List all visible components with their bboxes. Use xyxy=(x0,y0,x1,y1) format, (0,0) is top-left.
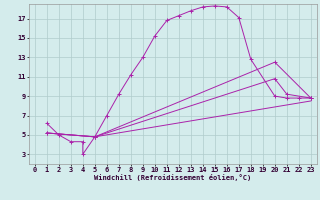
X-axis label: Windchill (Refroidissement éolien,°C): Windchill (Refroidissement éolien,°C) xyxy=(94,174,252,181)
